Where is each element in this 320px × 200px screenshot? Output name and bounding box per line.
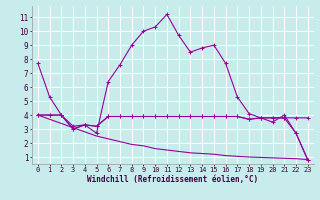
X-axis label: Windchill (Refroidissement éolien,°C): Windchill (Refroidissement éolien,°C) [87,175,258,184]
